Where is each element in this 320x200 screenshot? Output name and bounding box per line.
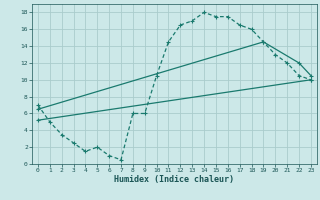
X-axis label: Humidex (Indice chaleur): Humidex (Indice chaleur) <box>115 175 234 184</box>
